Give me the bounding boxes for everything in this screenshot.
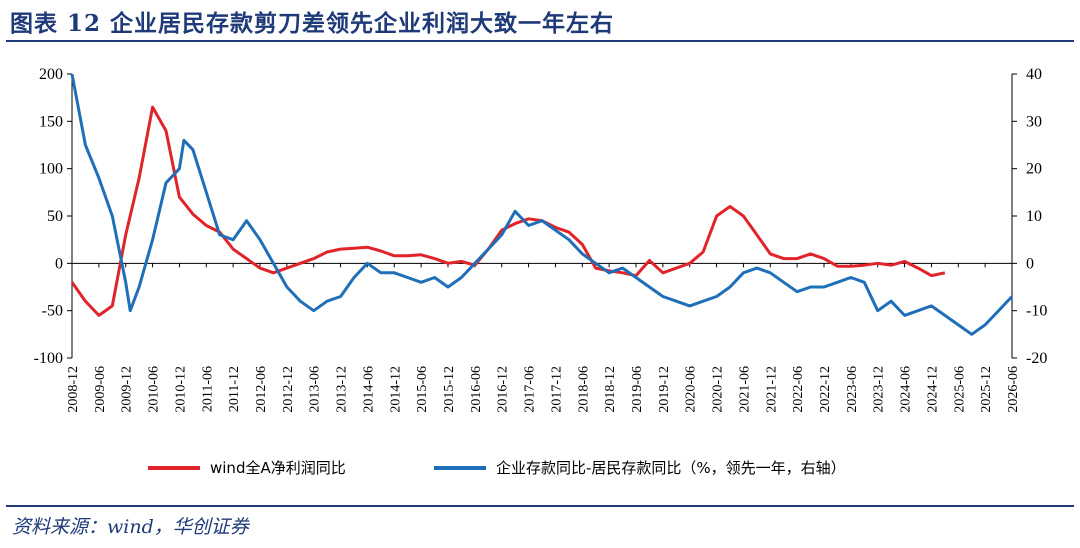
x-tick-label: 2015-12 bbox=[442, 366, 457, 413]
x-tick-label: 2024-12 bbox=[925, 366, 940, 413]
left-tick-label: 200 bbox=[39, 66, 63, 83]
x-tick-label: 2009-12 bbox=[120, 366, 135, 413]
left-tick-label: 0 bbox=[55, 255, 63, 272]
x-tick-label: 2021-06 bbox=[737, 366, 752, 413]
x-tick-label: 2026-06 bbox=[1006, 366, 1021, 413]
x-tick-label: 2025-12 bbox=[979, 366, 994, 413]
x-tick-label: 2024-06 bbox=[899, 366, 914, 413]
profit-series-line bbox=[70, 105, 946, 317]
right-tick-label: 30 bbox=[1026, 113, 1042, 130]
left-tick-label: -50 bbox=[42, 303, 63, 320]
x-tick-label: 2023-06 bbox=[845, 366, 860, 413]
series-lines bbox=[70, 73, 1014, 336]
x-tick-label: 2015-06 bbox=[415, 366, 430, 413]
source-note: 资料来源：wind，华创证券 bbox=[12, 516, 249, 538]
x-tick-label: 2023-12 bbox=[872, 366, 887, 413]
x-tick-label: 2011-12 bbox=[227, 366, 242, 412]
x-tick-label: 2020-12 bbox=[711, 366, 726, 413]
right-tick-label: 40 bbox=[1026, 66, 1042, 83]
x-tick-label: 2008-12 bbox=[66, 366, 81, 413]
x-tick-label: 2010-06 bbox=[147, 366, 162, 413]
x-tick-label: 2012-12 bbox=[281, 366, 296, 413]
left-tick-label: 50 bbox=[47, 208, 63, 225]
x-tick-label: 2021-12 bbox=[764, 366, 779, 413]
left-tick-label: 100 bbox=[39, 161, 63, 178]
chart: -100-50050100150200-20-100102030402008-1… bbox=[34, 66, 1048, 477]
x-tick-label: 2019-12 bbox=[657, 366, 672, 413]
right-tick-label: -20 bbox=[1026, 350, 1047, 367]
title-rule bbox=[6, 40, 1074, 42]
figure-title: 图表 12 企业居民存款剪刀差领先企业利润大致一年左右 bbox=[10, 10, 615, 37]
x-tick-label: 2017-12 bbox=[549, 366, 564, 413]
x-tick-label: 2020-06 bbox=[684, 366, 699, 413]
right-tick-label: -10 bbox=[1026, 303, 1047, 320]
deposit-spread-series-line bbox=[70, 73, 1014, 336]
x-tick-label: 2019-06 bbox=[630, 366, 645, 413]
x-tick-label: 2018-06 bbox=[576, 366, 591, 413]
right-tick-label: 20 bbox=[1026, 161, 1042, 178]
x-tick-label: 2022-06 bbox=[791, 366, 806, 413]
x-tick-label: 2022-12 bbox=[818, 366, 833, 413]
x-tick-label: 2025-06 bbox=[952, 366, 967, 413]
x-tick-label: 2013-12 bbox=[335, 366, 350, 413]
x-tick-label: 2010-12 bbox=[173, 366, 188, 413]
x-tick-label: 2011-06 bbox=[200, 366, 215, 412]
bottom-rule bbox=[6, 505, 1074, 507]
legend: wind全A净利润同比 企业存款同比-居民存款同比（%，领先一年，右轴） bbox=[148, 459, 846, 477]
x-tick-label: 2016-06 bbox=[469, 366, 484, 413]
left-tick-label: 150 bbox=[39, 113, 63, 130]
x-tick-label: 2018-12 bbox=[603, 366, 618, 413]
x-tick-label: 2013-06 bbox=[308, 366, 323, 413]
x-tick-label: 2014-12 bbox=[388, 366, 403, 413]
x-tick-label: 2014-06 bbox=[361, 366, 376, 413]
right-tick-label: 10 bbox=[1026, 208, 1042, 225]
right-tick-label: 0 bbox=[1026, 255, 1034, 272]
x-tick-label: 2009-06 bbox=[93, 366, 108, 413]
left-tick-label: -100 bbox=[34, 350, 63, 367]
legend-label: wind全A净利润同比 bbox=[210, 459, 346, 477]
x-tick-label: 2016-12 bbox=[496, 366, 511, 413]
x-tick-label: 2017-06 bbox=[523, 366, 538, 413]
x-tick-label: 2012-06 bbox=[254, 366, 269, 413]
axes: -100-50050100150200-20-100102030402008-1… bbox=[34, 66, 1048, 413]
legend-label: 企业存款同比-居民存款同比（%，领先一年，右轴） bbox=[496, 459, 846, 477]
